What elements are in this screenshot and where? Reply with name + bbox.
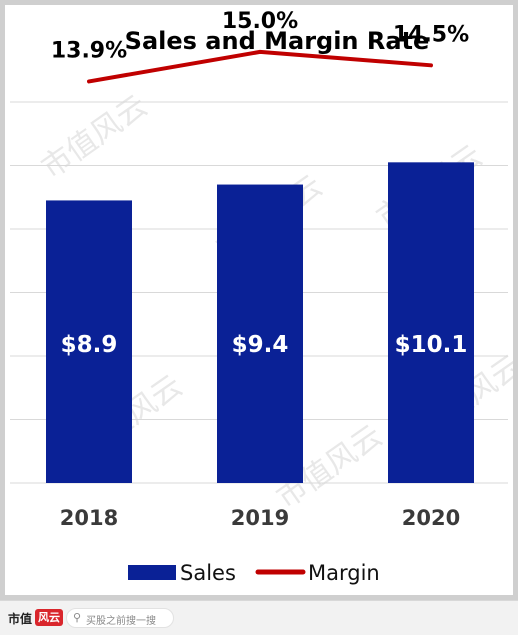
bar-labels: $8.9 $9.4 $10.1 <box>61 332 468 358</box>
bars <box>46 162 474 484</box>
bar-sales-2019 <box>217 184 303 484</box>
chart-frame: 市值风云市值风云市值风云市值风云市值风云市值风云 $8.9$9.4$10.1 1… <box>0 0 518 600</box>
legend-sales-swatch <box>128 565 176 580</box>
x-axis-ticks: 2018 2019 2020 <box>60 506 460 530</box>
margin-label-2019: 15.0% <box>222 9 298 34</box>
search-icon: ⚲ <box>73 611 82 624</box>
legend: Sales Margin <box>128 561 380 585</box>
margin-label-2018: 13.9% <box>51 38 127 63</box>
margin-line-group <box>87 49 433 84</box>
bar-sales-2018 <box>46 200 132 484</box>
legend-sales-label: Sales <box>180 561 236 585</box>
footer-search-box[interactable]: ⚲ 买股之前搜一搜 <box>66 608 174 628</box>
legend-margin-label: Margin <box>308 561 380 585</box>
x-tick-label-2018: 2018 <box>60 506 118 530</box>
chart-title: Sales and Margin Rate <box>125 27 430 55</box>
footer-logo-text: 市值 <box>8 612 33 626</box>
footer-bar: 市值 风云 ⚲ 买股之前搜一搜 <box>0 600 518 635</box>
x-tick-label-2019: 2019 <box>231 506 289 530</box>
bar-sales-2020 <box>388 162 474 483</box>
footer-search-placeholder: 买股之前搜一搜 <box>86 616 156 627</box>
margin-line <box>87 49 433 84</box>
watermark-text: 市值风云 <box>35 88 153 185</box>
bar-label-2018: $8.9 <box>61 332 118 358</box>
bar-label-2020: $10.1 <box>395 332 468 358</box>
margin-label-2020: 14.5% <box>393 22 469 47</box>
chart: 市值风云市值风云市值风云市值风云市值风云市值风云 $8.9$9.4$10.1 1… <box>10 9 513 585</box>
footer-logo-mark: 风云 <box>35 609 63 626</box>
margin-labels: 13.9% 15.0% 14.5% <box>51 9 469 64</box>
bar-label-2019: $9.4 <box>232 332 289 358</box>
x-tick-label-2020: 2020 <box>402 506 460 530</box>
